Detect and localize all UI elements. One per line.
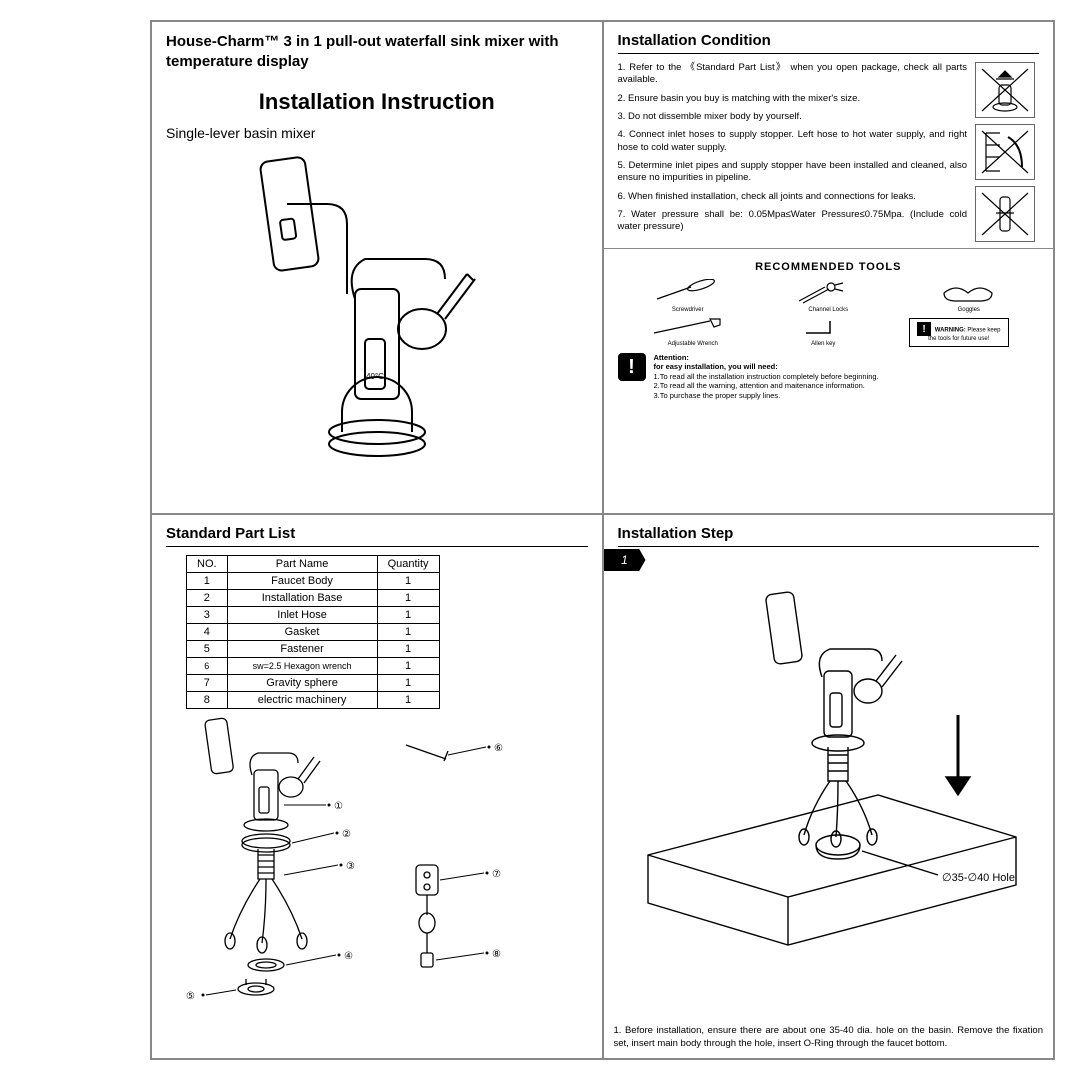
step-number-badge: 1	[604, 549, 646, 571]
callout-2: ②	[342, 829, 351, 840]
callout-1: ①	[334, 801, 343, 812]
callout-6: ⑥	[494, 743, 503, 754]
warning-icon: !	[917, 322, 931, 336]
condition-item: 5. Determine inlet pipes and supply stop…	[618, 160, 968, 185]
no-force-icon	[975, 186, 1035, 242]
table-row: 7Gravity sphere1	[187, 675, 440, 692]
condition-item: 6. When finished installation, check all…	[618, 191, 968, 203]
col-no: NO.	[187, 556, 228, 573]
table-header-row: NO. Part Name Quantity	[187, 556, 440, 573]
svg-text:40°C: 40°C	[366, 372, 384, 381]
parts-table: NO. Part Name Quantity 1Faucet Body1 2In…	[186, 555, 440, 709]
attention-line: 2.To read all the warning, attention and…	[654, 381, 865, 390]
table-row: 4Gasket1	[187, 624, 440, 641]
panel-step: Installation Step 1	[603, 514, 1055, 1059]
callout-3: ③	[346, 861, 355, 872]
attention-heading: Attention:	[654, 353, 689, 362]
condition-item: 7. Water pressure shall be: 0.05Mpa≤Wate…	[618, 209, 968, 234]
no-disassemble-icon	[975, 62, 1035, 118]
conditions-title: Installation Condition	[618, 32, 1040, 49]
tools-title: RECOMMENDED TOOLS	[618, 261, 1040, 273]
table-row: 3Inlet Hose1	[187, 607, 440, 624]
table-row: 1Faucet Body1	[187, 573, 440, 590]
sub-heading: Single-lever basin mixer	[166, 125, 588, 141]
tool-channel-locks: Channel Locks	[793, 279, 863, 313]
tool-goggles: Goggles	[934, 279, 1004, 313]
panel-conditions-tools: Installation Condition 1. Refer to the 《…	[603, 21, 1055, 514]
attention-block: ! Attention: for easy installation, you …	[618, 353, 1040, 400]
parts-title: Standard Part List	[166, 525, 588, 542]
condition-item: 1. Refer to the 《Standard Part List》 whe…	[618, 62, 968, 87]
panel-intro: House-Charm™ 3 in 1 pull-out waterfall s…	[151, 21, 603, 514]
step-caption: 1. Before installation, ensure there are…	[614, 1025, 1044, 1050]
divider	[166, 546, 588, 547]
divider	[618, 53, 1040, 54]
tool-wrench: Adjustable Wrench	[648, 315, 738, 347]
callout-8: ⑧	[492, 949, 501, 960]
hole-label: ∅35-∅40 Hole	[942, 872, 1015, 884]
no-wall-icon	[975, 124, 1035, 180]
condition-item: 4. Connect inlet hoses to supply stopper…	[618, 129, 968, 154]
step-diagram: ∅35-∅40 Hole	[618, 555, 1038, 975]
attention-line: 1.To read all the installation instructi…	[654, 372, 879, 381]
tool-allenkey: Allen key	[798, 315, 848, 347]
col-qty: Quantity	[377, 556, 439, 573]
condition-item: 3. Do not dissemble mixer body by yourse…	[618, 111, 968, 123]
table-row: 5Fastener1	[187, 641, 440, 658]
conditions-list: 1. Refer to the 《Standard Part List》 whe…	[618, 62, 968, 242]
panel-parts: Standard Part List NO. Part Name Quantit…	[151, 514, 603, 1059]
exploded-diagram: ① ② ③ ④ ⑤ ⑥ ⑦ ⑧	[166, 715, 586, 1005]
condition-item: 2. Ensure basin you buy is matching with…	[618, 93, 968, 105]
attention-lead: for easy installation, you will need:	[654, 362, 778, 371]
tool-screwdriver: Screwdriver	[653, 279, 723, 313]
attention-line: 3.To purchase the proper supply lines.	[654, 391, 781, 400]
prohibition-icons	[975, 62, 1039, 242]
tool-warning-box: ! WARNING: Please keep the tools for fut…	[909, 318, 1009, 347]
table-row: 8electric machinery1	[187, 692, 440, 709]
table-row: 2Installation Base1	[187, 590, 440, 607]
step-title: Installation Step	[618, 525, 1040, 542]
table-row: 6sw=2.5 Hexagon wrench1	[187, 658, 440, 675]
col-name: Part Name	[227, 556, 377, 573]
callout-4: ④	[344, 951, 353, 962]
attention-icon: !	[618, 353, 646, 381]
product-title: House-Charm™ 3 in 1 pull-out waterfall s…	[166, 32, 588, 71]
callout-5: ⑤	[186, 991, 195, 1002]
main-heading: Installation Instruction	[166, 89, 588, 115]
instruction-sheet: House-Charm™ 3 in 1 pull-out waterfall s…	[150, 20, 1055, 1060]
divider	[618, 546, 1040, 547]
faucet-hero-diagram: 40°C	[227, 149, 527, 459]
callout-7: ⑦	[492, 869, 501, 880]
